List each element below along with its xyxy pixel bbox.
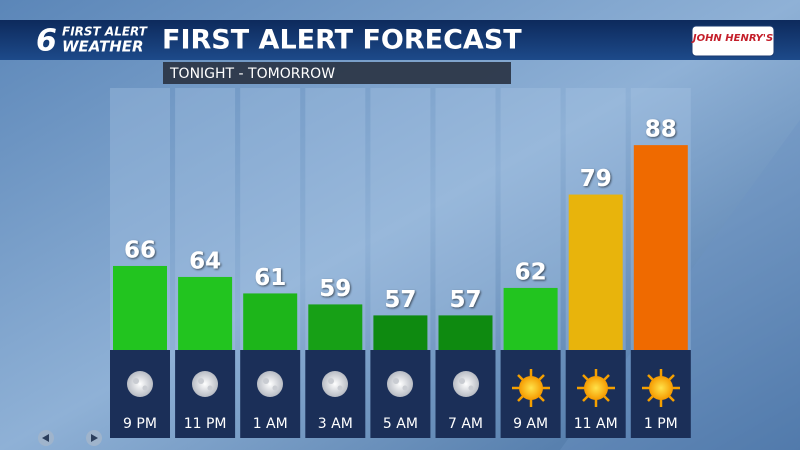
chart-subtitle: TONIGHT - TOMORROW: [169, 66, 335, 82]
value-label: 62: [515, 259, 547, 285]
x-tick-label: 3 AM: [318, 416, 353, 432]
x-tick-label: 7 AM: [448, 416, 483, 432]
value-label: 64: [189, 248, 221, 274]
moon-icon: [127, 371, 153, 397]
bar: [373, 315, 428, 350]
moon-icon: [387, 371, 413, 397]
value-label: 79: [580, 166, 612, 192]
moon-icon: [453, 371, 479, 397]
moon-icon: [322, 371, 348, 397]
chart-title: FIRST ALERT FORECAST: [162, 25, 522, 56]
moon-icon: [192, 371, 218, 397]
column-panel: [435, 88, 496, 350]
bar: [243, 293, 298, 350]
value-label: 66: [124, 237, 156, 263]
x-tick-label: 5 AM: [383, 416, 418, 432]
bar: [113, 265, 167, 350]
sponsor-logo: [691, 25, 775, 57]
x-tick-label: 9 PM: [123, 416, 157, 432]
prev-arrow: [42, 434, 49, 442]
bar: [178, 276, 233, 350]
x-tick-label: 11 PM: [184, 416, 227, 432]
x-tick-label: 11 AM: [574, 416, 618, 432]
bar: [438, 315, 493, 350]
column-panel: [370, 88, 431, 350]
logo-number: 6: [36, 24, 57, 59]
subtitle-box: [163, 62, 511, 84]
bar: [503, 287, 558, 350]
sponsor-name: JOHN HENRY'S: [691, 33, 773, 44]
bar: [308, 304, 363, 350]
x-tick-label: 1 AM: [253, 416, 288, 432]
value-label: 57: [384, 287, 416, 313]
next-arrow: [91, 434, 98, 442]
value-label: 59: [319, 276, 351, 302]
value-label: 88: [645, 117, 677, 143]
value-label: 61: [254, 265, 286, 291]
moon-icon: [257, 371, 283, 397]
value-label: 57: [449, 287, 481, 313]
logo-line: FIRST ALERT: [62, 25, 148, 39]
title-bar: [0, 20, 800, 60]
bar: [568, 194, 623, 350]
x-tick-label: 9 AM: [513, 416, 548, 432]
bar: [633, 145, 688, 350]
x-tick-label: 1 PM: [644, 416, 678, 432]
logo-line: WEATHER: [62, 38, 144, 56]
